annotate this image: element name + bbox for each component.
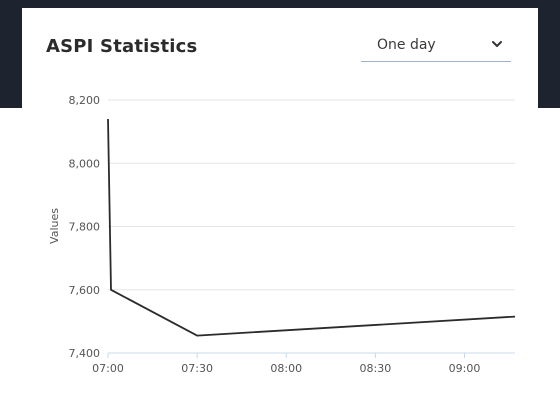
y-tick-labels: 7,400 7,600 7,800 8,000 8,200	[69, 94, 101, 360]
x-tick-label: 08:00	[270, 362, 302, 375]
y-tick-label: 8,000	[69, 157, 101, 170]
series-line	[107, 118, 516, 337]
y-tick-label: 7,800	[69, 221, 101, 234]
page-background-top	[0, 0, 560, 8]
y-axis-label: Values	[48, 208, 61, 244]
y-tick-label: 7,400	[69, 347, 101, 360]
page-background-right	[538, 0, 560, 110]
period-select-value: One day	[377, 37, 436, 53]
x-tick-label: 08:30	[360, 362, 392, 375]
grid-lines	[108, 99, 515, 291]
period-select[interactable]: One day	[361, 30, 511, 62]
card-body	[0, 108, 560, 404]
card-title: ASPI Statistics	[46, 36, 198, 57]
page-background-left	[0, 0, 22, 110]
x-tick-labels: 07:00 07:30 08:00 08:30 09:00	[92, 362, 480, 375]
chevron-down-icon	[492, 41, 502, 47]
y-tick-label: 7,600	[69, 284, 101, 297]
x-tick-label: 07:30	[181, 362, 213, 375]
x-tick-label: 09:00	[449, 362, 481, 375]
axes	[107, 352, 515, 358]
x-tick-label: 07:00	[92, 362, 124, 375]
y-tick-label: 8,200	[69, 94, 101, 107]
